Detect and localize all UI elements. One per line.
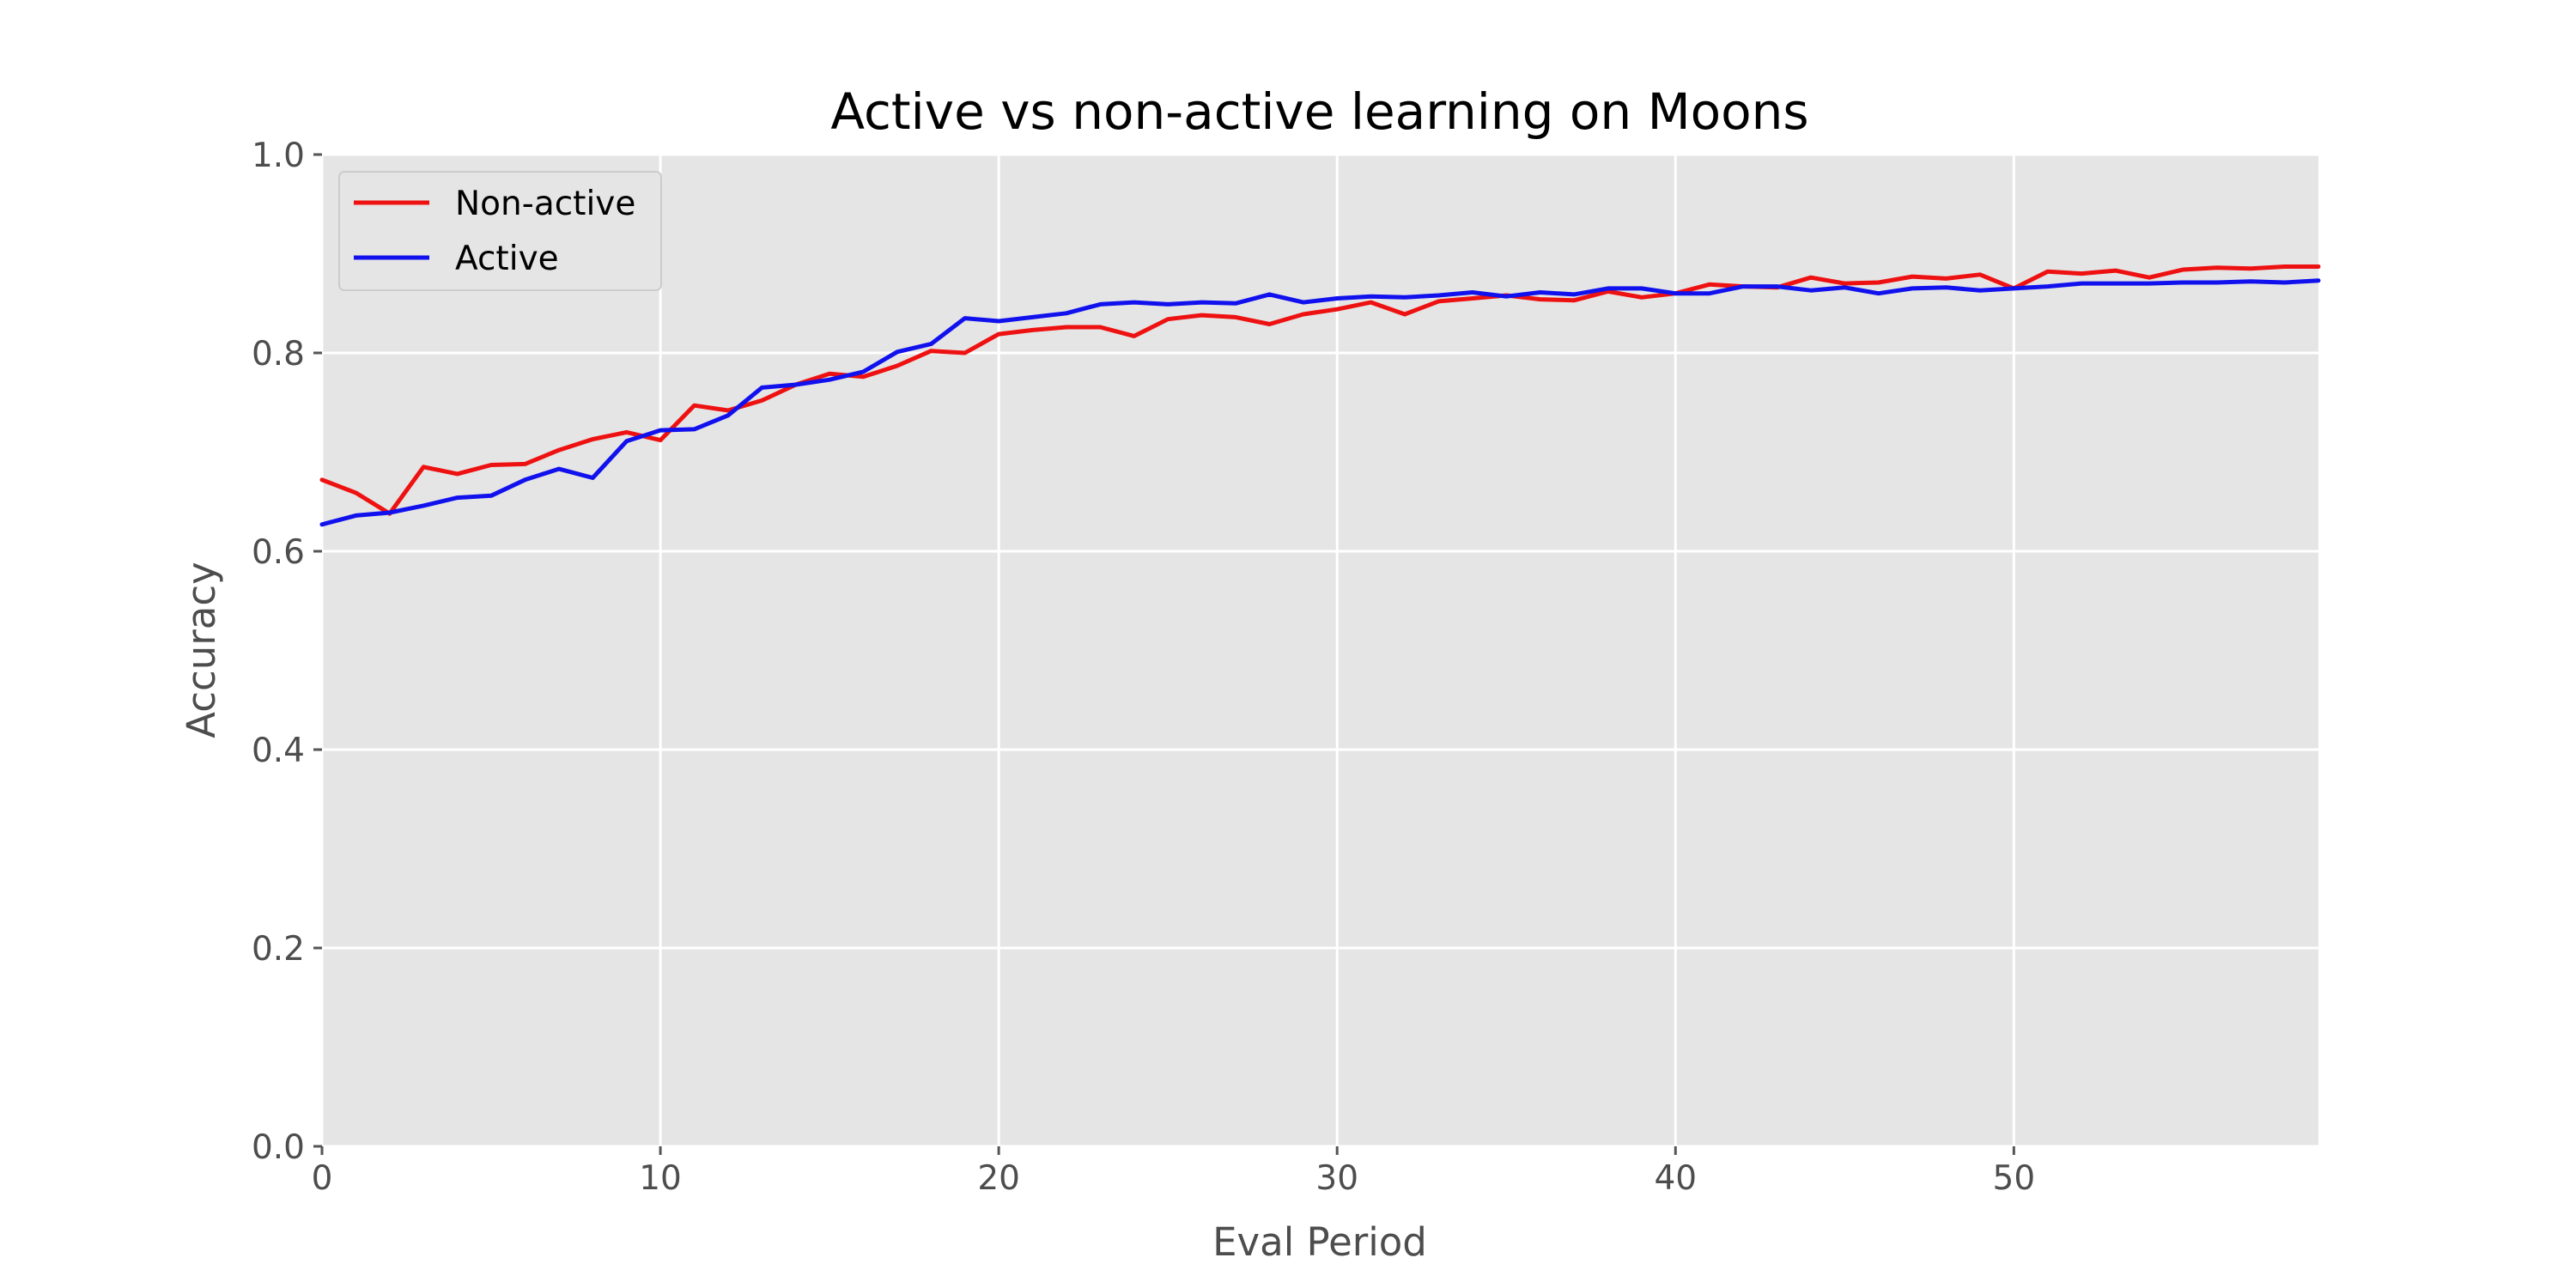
series-group [319, 264, 2321, 527]
y-tick-label: 0.8 [252, 335, 305, 374]
x-tick-label: 40 [1654, 1159, 1697, 1198]
x-tick-label: 20 [977, 1159, 1020, 1198]
legend: Non-active Active [338, 171, 662, 291]
y-tick-label: 0.4 [252, 732, 305, 770]
y-tick-label: 0.0 [252, 1128, 305, 1167]
x-tick-label: 0 [312, 1159, 333, 1198]
chart-title: Active vs non-active learning on Moons [830, 82, 1808, 141]
legend-label-active: Active [455, 240, 559, 278]
x-tick-label: 10 [639, 1159, 682, 1198]
plot-background [322, 155, 2318, 1146]
series-line-non-active [319, 264, 2321, 516]
y-axis-label: Accuracy [179, 562, 224, 738]
series-line-active [319, 278, 2321, 527]
x-tick-label: 30 [1315, 1159, 1358, 1198]
x-axis-label: Eval Period [1212, 1219, 1427, 1265]
y-tick-label: 1.0 [252, 137, 305, 175]
ticks: 0 10 20 30 40 50 0.0 0.2 0.4 0.6 0.8 1.0 [252, 137, 2035, 1198]
y-tick-label: 0.2 [252, 930, 305, 969]
y-tick-label: 0.6 [252, 533, 305, 572]
x-tick-label: 50 [1993, 1159, 2036, 1198]
legend-label-non-active: Non-active [455, 185, 635, 223]
